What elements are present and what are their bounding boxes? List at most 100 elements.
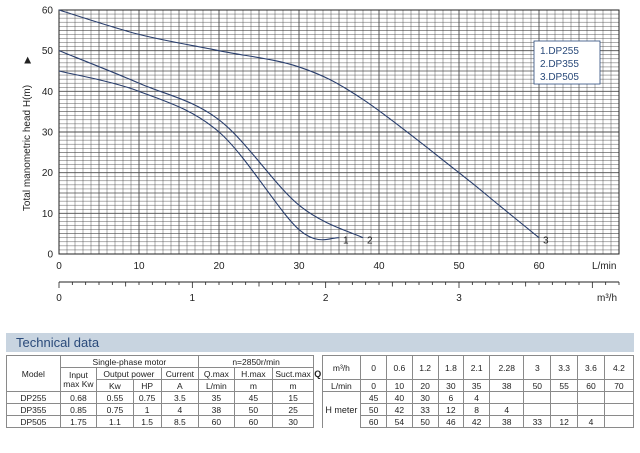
q-m3h-cell: 3.6 xyxy=(577,355,605,380)
spec-cell-hmax: 50 xyxy=(233,403,274,416)
head-cell: 30 xyxy=(411,391,439,404)
spec-cell-model: DP255 xyxy=(6,391,61,404)
q-lmin-cell: 30 xyxy=(437,379,465,392)
q-lmin-cell: 60 xyxy=(577,379,605,392)
spec-cell-hp: 1 xyxy=(132,403,162,416)
spec-cell-hp: 0.75 xyxy=(132,391,162,404)
q-m3h-cell: 1.2 xyxy=(411,355,439,380)
y-axis-arrow: ▶ xyxy=(23,56,33,63)
th-kw: Kw xyxy=(96,379,134,392)
spec-cell-a: 8.5 xyxy=(160,415,200,428)
x-axis-label-m3h: m³/h xyxy=(597,293,617,304)
head-cell: 4 xyxy=(489,403,525,416)
y-tick-label: 50 xyxy=(42,46,54,57)
y-tick-label: 40 xyxy=(42,87,54,98)
legend-entry: 2.DP355 xyxy=(540,59,579,70)
q-lmin-cell: 50 xyxy=(523,379,552,392)
th-speed: n=2850r/min xyxy=(198,355,314,368)
q-lmin-cell: 70 xyxy=(603,379,635,392)
spec-row: DP255 0.68 0.55 0.75 3.5 35 45 15 H meter 45 40 30 6… xyxy=(6,391,635,415)
head-cell: 8 xyxy=(463,403,491,416)
spec-cell-model: DP355 xyxy=(6,403,61,416)
th-output: Output power xyxy=(96,367,162,380)
q-m3h-cell: 1.8 xyxy=(437,355,465,380)
head-cell xyxy=(550,391,579,404)
th-q: Q xyxy=(313,355,323,392)
q-lmin-cell: 0 xyxy=(360,379,387,392)
head-cell xyxy=(577,391,605,404)
spec-cell-hp: 1.5 xyxy=(132,415,162,428)
spec-cell-input: 1.75 xyxy=(59,415,98,428)
spec-cell-qmax: 60 xyxy=(198,415,235,428)
series-end-label: 1 xyxy=(343,236,349,247)
spec-cell-kw: 0.55 xyxy=(96,391,134,404)
spec-cell-a: 3.5 xyxy=(160,391,200,404)
head-cell xyxy=(603,391,635,404)
x-axis-label-lpm: L/min xyxy=(592,261,616,272)
q-m3h-cell: 4.2 xyxy=(603,355,635,380)
spec-gap xyxy=(313,415,323,428)
q-m3h-cell: 0 xyxy=(360,355,387,380)
chart-legend: 1.DP255 2.DP355 3.DP505 xyxy=(533,40,601,85)
head-cell: 4 xyxy=(577,415,605,428)
spec-cell-qmax: 35 xyxy=(198,391,235,404)
head-cell xyxy=(577,403,605,416)
series-line-2 xyxy=(58,50,364,239)
head-cell: 50 xyxy=(411,415,439,428)
q-m3h-cell: 3 xyxy=(523,355,552,380)
head-cell xyxy=(550,403,579,416)
legend-entry: 1.DP255 xyxy=(540,46,579,57)
head-cell: 60 xyxy=(360,415,387,428)
head-cell xyxy=(523,391,552,404)
chart-axes: 0 10 20 30 40 50 60 0 10 20 30 40 50 60 0 1 2 3 xyxy=(42,6,620,304)
th-input: Input max Kw xyxy=(59,367,98,392)
m3h-tick-label: 1 xyxy=(190,293,196,304)
legend-entry: 3.DP505 xyxy=(540,72,579,83)
q-m3h-cell: 3.3 xyxy=(550,355,579,380)
x-tick-label: 60 xyxy=(533,261,545,272)
th-m2: m xyxy=(272,379,314,392)
th-single-phase: Single-phase motor xyxy=(59,355,200,368)
head-cell: 50 xyxy=(360,403,387,416)
technical-data-title: Technical data xyxy=(16,335,100,350)
technical-data-banner: Technical data xyxy=(6,333,634,352)
th-hp: HP xyxy=(132,379,162,392)
th-a: A xyxy=(160,379,200,392)
m3h-tick-label: 2 xyxy=(323,293,329,304)
q-m3h-cell: 2.1 xyxy=(463,355,491,380)
x-tick-label: 50 xyxy=(453,261,465,272)
spec-cell-suct: 25 xyxy=(272,403,314,416)
y-tick-label: 0 xyxy=(47,250,53,261)
spec-gap xyxy=(313,391,323,404)
y-tick-label: 60 xyxy=(42,6,54,17)
chart-curves: 1 2 3 xyxy=(58,9,549,247)
head-cell: 46 xyxy=(437,415,465,428)
th-model: Model xyxy=(6,355,61,392)
spec-cell-hmax: 45 xyxy=(233,391,274,404)
spec-cell-input: 0.85 xyxy=(59,403,98,416)
q-m3h-cell: 0.6 xyxy=(385,355,413,380)
head-cell: 12 xyxy=(437,403,465,416)
series-line-3 xyxy=(58,9,540,239)
spec-cell-a: 4 xyxy=(160,403,200,416)
spec-cell-qmax: 38 xyxy=(198,403,235,416)
th-qmax: Q.max xyxy=(198,367,235,380)
head-cell: 33 xyxy=(523,415,552,428)
y-axis-label: Total manometric head H(m) xyxy=(22,85,33,211)
q-m3h-cell: 2.28 xyxy=(489,355,525,380)
th-suct: Suct.max xyxy=(272,367,314,380)
th-hmax: H.max xyxy=(233,367,274,380)
spec-cell-hmax: 60 xyxy=(233,415,274,428)
pump-performance-chart: 0 10 20 30 40 50 60 0 10 20 30 40 50 60 0 1 2 3 1 2 3 Total… xyxy=(22,6,620,304)
q-lmin-cell: 55 xyxy=(550,379,579,392)
spec-cell-model: DP505 xyxy=(6,415,61,428)
x-tick-label: 20 xyxy=(213,261,225,272)
q-lmin-cell: 20 xyxy=(411,379,439,392)
spec-cell-suct: 30 xyxy=(272,415,314,428)
y-tick-label: 10 xyxy=(42,209,54,220)
spec-row: DP355 0.85 0.75 1 4 38 50 25 50 42 33 12 8 4 xyxy=(6,403,635,416)
spec-gap xyxy=(313,403,323,416)
head-cell: 54 xyxy=(385,415,413,428)
th-lmin-q: L/min xyxy=(321,379,362,392)
head-cell: 6 xyxy=(437,391,465,404)
